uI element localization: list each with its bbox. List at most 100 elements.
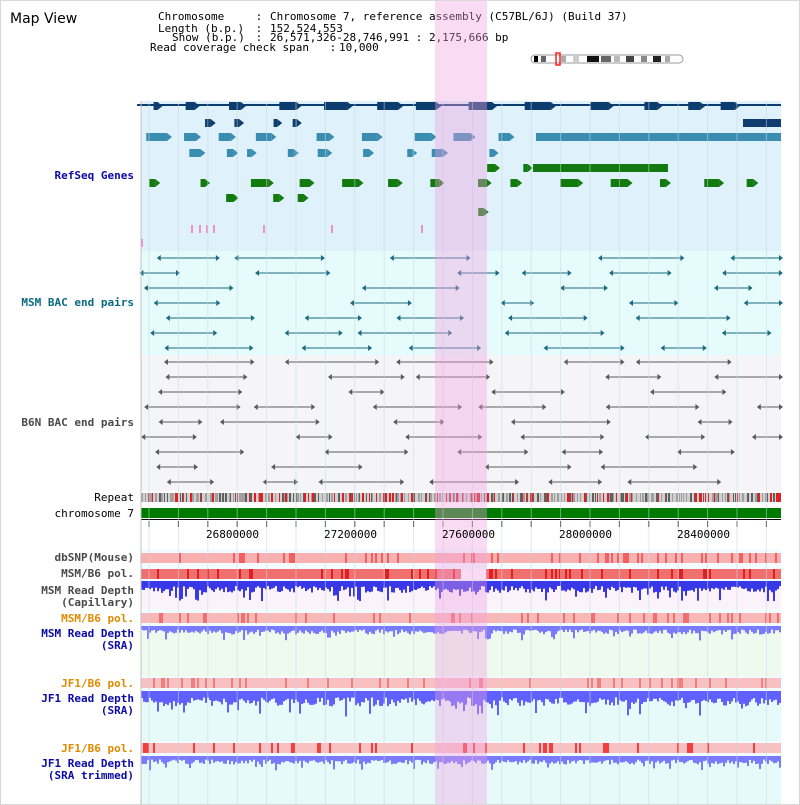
jf1-b6-pol2-bin xyxy=(543,743,545,753)
jf1-b6-pol2-bin xyxy=(201,743,203,753)
msm-capillary-depth-bar xyxy=(397,581,399,588)
msm-b6-pol2-bin xyxy=(587,613,589,623)
msm-sra-depth-bar xyxy=(683,626,685,633)
track-label-repeat[interactable]: Repeat xyxy=(94,491,134,504)
msm-capillary-depth-bar xyxy=(487,581,489,593)
track-label-msm-bac[interactable]: MSM BAC end pairs xyxy=(21,296,134,309)
gene-strand-arrow xyxy=(517,179,523,187)
track-label-jf1-read-sra[interactable]: JF1 Read Depth xyxy=(41,692,134,705)
msm-b6-pol-bin xyxy=(519,569,521,579)
quantitative-tracks[interactable] xyxy=(141,553,781,771)
dbsnp-bin xyxy=(621,553,623,563)
msm-bac-pair-end xyxy=(667,270,672,276)
dbsnp-bin xyxy=(417,553,419,563)
msm-sra-depth-bar xyxy=(671,626,673,639)
repeat-element xyxy=(159,493,161,502)
dbsnp-bin xyxy=(375,553,377,563)
b6n-bac-pair-end xyxy=(156,464,161,470)
msm-capillary-depth-bar xyxy=(587,581,589,592)
msm-b6-pol2-bin xyxy=(571,613,573,623)
jf1-b6-pol-bin xyxy=(675,678,677,688)
dbsnp-bin xyxy=(709,553,711,563)
msm-b6-pol-bin xyxy=(649,569,651,579)
msm-b6-pol2-bin xyxy=(485,613,487,623)
dbsnp-bin xyxy=(333,553,335,563)
jf1-b6-pol-bin xyxy=(715,678,717,688)
jf1-b6-pol2-bin xyxy=(307,743,309,753)
dbsnp-bin xyxy=(493,553,495,563)
track-label-b6n-bac[interactable]: B6N BAC end pairs xyxy=(21,416,134,429)
track-label-msm-read-sra[interactable]: MSM Read Depth xyxy=(41,627,134,640)
jf1-b6-pol2-bin xyxy=(239,743,241,753)
dbsnp-bin xyxy=(499,553,501,563)
track-label-jf1-read-trimmed[interactable]: JF1 Read Depth xyxy=(41,757,134,770)
msm-capillary-depth-bar xyxy=(693,581,695,592)
msm-bac-pair-end xyxy=(229,285,234,291)
jf1-b6-pol-bin xyxy=(503,678,505,688)
msm-b6-pol2-bin xyxy=(387,613,389,623)
dbsnp-bin xyxy=(309,553,311,563)
track-label-msm-b6-pol[interactable]: MSM/B6 pol. xyxy=(61,567,134,580)
dbsnp-bin xyxy=(353,553,355,563)
track-label-jf1-b6-pol-2[interactable]: JF1/B6 pol. xyxy=(61,742,134,755)
dbsnp-bin xyxy=(175,553,177,563)
jf1-trim-depth-bar xyxy=(381,756,383,760)
msm-b6-pol-bin xyxy=(209,569,211,579)
msm-b6-pol-bin xyxy=(243,569,245,579)
repeat-element xyxy=(747,493,749,502)
jf1-b6-pol-bin xyxy=(243,678,245,688)
repeat-element xyxy=(454,493,455,502)
msm-sra-depth-bar xyxy=(143,626,145,631)
jf1-b6-pol-bin xyxy=(521,678,523,688)
msm-sra-depth-bar xyxy=(673,626,675,633)
msm-bac-pair-end xyxy=(660,345,665,351)
msm-sra-depth-bar xyxy=(493,626,495,631)
msm-capillary-depth-bar xyxy=(479,581,481,590)
jf1-b6-pol2-bin xyxy=(503,743,505,753)
repeat-track[interactable] xyxy=(141,493,781,502)
msm-b6-pol2-bin xyxy=(269,613,271,623)
jf1-sra-depth-bar xyxy=(507,691,509,706)
msm-b6-pol-bin xyxy=(301,569,303,579)
msm-b6-pol-bin xyxy=(153,569,155,579)
track-label-msm-read-capillary[interactable]: MSM Read Depth xyxy=(41,584,134,597)
msm-capillary-depth-bar xyxy=(257,581,259,587)
msm-b6-pol-bin xyxy=(525,569,527,579)
track-label-jf1-b6-pol[interactable]: JF1/B6 pol. xyxy=(61,677,134,690)
jf1-b6-pol2-bin xyxy=(515,743,517,753)
jf1-b6-pol2-bin xyxy=(319,743,321,753)
track-label-refseq[interactable]: RefSeq Genes xyxy=(54,169,134,182)
jf1-sra-depth-bar xyxy=(359,691,361,707)
jf1-sra-depth-bar xyxy=(695,691,697,704)
jf1-b6-pol2-bin xyxy=(705,743,707,753)
dbsnp-bin xyxy=(457,553,459,563)
track-label-dbsnp[interactable]: dbSNP(Mouse) xyxy=(54,551,134,564)
msm-capillary-depth-bar xyxy=(585,581,587,593)
jf1-sra-depth-bar xyxy=(633,691,635,704)
msm-b6-pol-bin xyxy=(271,569,273,579)
jf1-trim-depth-bar xyxy=(659,756,661,764)
dbsnp-bin xyxy=(585,553,587,563)
repeat-element xyxy=(520,493,522,502)
jf1-sra-depth-bar xyxy=(149,691,151,698)
jf1-sra-depth-bar xyxy=(697,691,699,703)
jf1-trim-depth-bar xyxy=(283,756,285,763)
msm-b6-pol-bin xyxy=(317,569,319,579)
jf1-sra-depth-bar xyxy=(561,691,563,698)
track-label-msm-b6-pol-2[interactable]: MSM/B6 pol. xyxy=(61,612,134,625)
jf1-b6-pol2-bin xyxy=(185,743,187,753)
jf1-sra-depth-bar xyxy=(195,691,197,701)
msm-sra-depth-bar xyxy=(149,626,151,633)
dbsnp-bin xyxy=(671,553,673,563)
jf1-b6-pol2-bin xyxy=(623,743,625,753)
msm-bac-pair-end xyxy=(743,300,748,306)
msm-b6-pol2-bin xyxy=(771,613,773,623)
msm-sra-depth-bar xyxy=(711,626,713,631)
msm-b6-pol-bin xyxy=(331,569,333,579)
msm-b6-pol2-bin xyxy=(451,613,453,623)
jf1-sra-depth-bar xyxy=(145,691,147,703)
jf1-b6-pol2-bin xyxy=(631,743,633,753)
msm-bac-pair-end xyxy=(396,315,401,321)
chromosome-ideogram[interactable] xyxy=(530,52,684,66)
